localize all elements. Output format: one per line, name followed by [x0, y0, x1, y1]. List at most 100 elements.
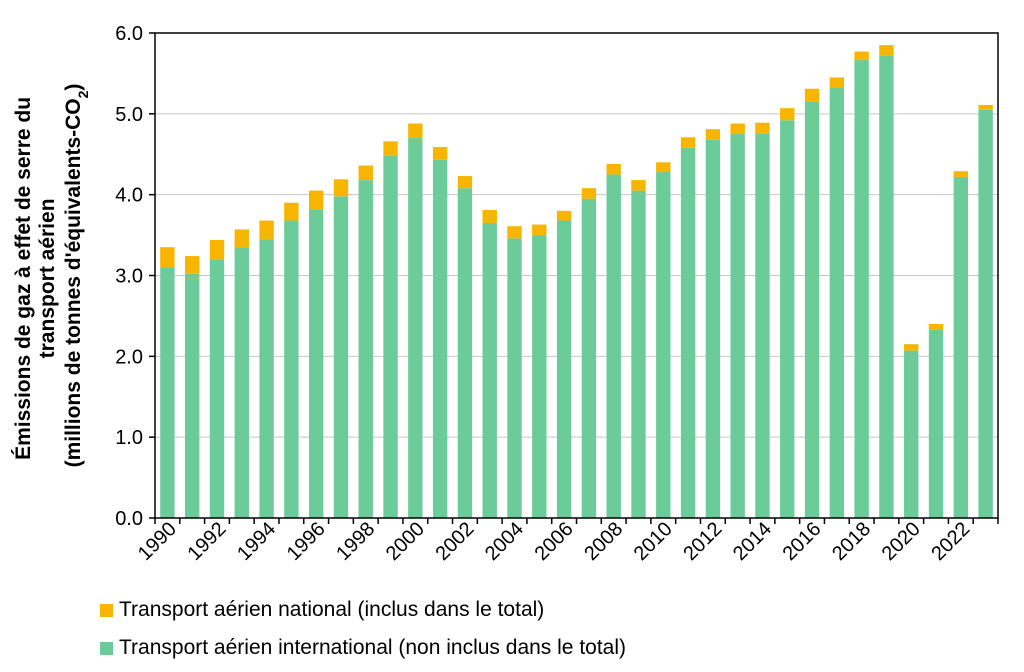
- bar-national-2016: [804, 88, 820, 102]
- x-tick-label-2006: 2006: [531, 518, 578, 565]
- bar-international-2012: [705, 139, 721, 518]
- bar-national-1992: [209, 239, 225, 260]
- bar-international-1990: [160, 267, 175, 518]
- x-tick-label-2016: 2016: [779, 518, 826, 565]
- x-tick-label-1994: 1994: [233, 518, 280, 565]
- bar-national-2013: [730, 123, 745, 135]
- gridlines: [155, 32, 998, 438]
- emissions-bar-chart: 0.0 1.0 2.0 3.0 4.0 5.0 6.0 1990 1992 1994 1996 19…: [12, 23, 999, 565]
- bar-international-2019: [879, 55, 894, 519]
- legend-swatch-national: [100, 603, 113, 617]
- bar-national-1990: [160, 247, 175, 268]
- bar-national-2007: [581, 188, 597, 199]
- bar-national-1993: [234, 229, 249, 248]
- bar-national-2014: [755, 122, 770, 134]
- x-tick-label-2012: 2012: [679, 518, 726, 565]
- y-tick-label-2: 2.0: [115, 346, 143, 368]
- bar-international-2015: [780, 120, 795, 519]
- bar-international-2003: [482, 222, 497, 519]
- bar-national-2023: [978, 104, 993, 110]
- x-tick-label-2004: 2004: [481, 518, 528, 565]
- bar-international-1995: [284, 220, 299, 519]
- bar-national-2017: [829, 77, 845, 88]
- legend-item-international: Transport aérien international (non incl…: [100, 636, 626, 660]
- bar-international-2022: [953, 176, 968, 518]
- bar-international-2011: [680, 147, 696, 519]
- bar-national-2022: [953, 171, 968, 177]
- y-tick-label-4: 4.0: [115, 185, 143, 207]
- bar-national-2018: [854, 51, 869, 60]
- bar-international-1999: [383, 155, 398, 518]
- y-axis-title-close: ): [62, 84, 85, 91]
- bar-international-2000: [408, 138, 423, 519]
- x-tick-label-2000: 2000: [382, 518, 429, 565]
- y-tick-label-5: 5.0: [115, 104, 143, 126]
- bar-national-2021: [928, 324, 944, 330]
- bar-national-1997: [333, 179, 349, 197]
- bar-national-1994: [259, 220, 274, 240]
- y-axis-title-subscript: 2: [75, 90, 91, 98]
- bar-international-2018: [854, 59, 869, 519]
- bar-international-1994: [259, 239, 274, 518]
- bar-national-1999: [383, 141, 398, 156]
- bar-national-2012: [705, 129, 721, 140]
- bar-international-2010: [656, 172, 671, 519]
- y-tick-label-1: 1.0: [115, 427, 143, 449]
- bar-national-2002: [457, 176, 473, 189]
- y-axis-title-line-1: Émissions de gaz à effet de serre du: [12, 97, 35, 460]
- bar-national-2001: [432, 146, 448, 160]
- bar-international-2017: [829, 87, 845, 518]
- bar-national-2006: [556, 210, 572, 221]
- y-tick-label-3: 3.0: [115, 266, 143, 288]
- x-tick-label-2008: 2008: [580, 518, 627, 565]
- bar-international-2006: [556, 220, 572, 519]
- legend-item-national: Transport aérien national (inclus dans l…: [100, 598, 544, 622]
- bar-international-2007: [581, 198, 597, 519]
- bar-national-2019: [879, 45, 894, 56]
- bar-international-2021: [928, 329, 944, 518]
- bar-national-2015: [780, 108, 795, 121]
- bar-international-1997: [333, 196, 349, 519]
- legend-label-international: Transport aérien international (non incl…: [119, 636, 627, 659]
- bar-national-2009: [631, 180, 646, 191]
- bar-national-2011: [680, 137, 696, 148]
- y-axis-title-line-2: transport aérien: [36, 198, 59, 358]
- bar-national-1996: [308, 190, 324, 210]
- x-tick-label-2022: 2022: [927, 518, 974, 565]
- bar-international-2001: [432, 159, 448, 519]
- x-tick-label-2020: 2020: [878, 518, 925, 565]
- bar-international-1993: [234, 247, 249, 519]
- bar-international-2005: [532, 235, 547, 519]
- bar-international-2009: [631, 190, 646, 518]
- bar-national-2000: [408, 123, 423, 139]
- bar-national-2020: [904, 344, 919, 351]
- bar-national-2008: [606, 163, 621, 175]
- bar-national-2010: [656, 162, 671, 173]
- x-tick-label-2010: 2010: [630, 518, 677, 565]
- bar-international-2023: [978, 109, 993, 519]
- bar-national-1995: [284, 202, 299, 221]
- x-tick-label-1992: 1992: [183, 518, 230, 565]
- y-axis-ticks: 0.0 1.0 2.0 3.0 4.0 5.0 6.0: [115, 23, 155, 530]
- bar-international-1996: [308, 209, 324, 518]
- bar-international-1991: [185, 273, 200, 518]
- y-axis-title: Émissions de gaz à effet de serre du tra…: [12, 84, 91, 468]
- bar-international-2013: [730, 134, 745, 518]
- x-tick-label-2018: 2018: [828, 518, 875, 565]
- bar-international-2004: [507, 238, 522, 519]
- bar-national-2004: [507, 226, 522, 239]
- x-tick-label-1998: 1998: [332, 518, 379, 565]
- x-tick-label-1996: 1996: [283, 518, 330, 565]
- bar-international-1992: [209, 259, 225, 518]
- bar-national-2005: [532, 224, 547, 236]
- bars: [160, 45, 993, 519]
- bar-international-2002: [457, 188, 473, 518]
- bar-international-2020: [904, 350, 919, 518]
- bar-international-1998: [358, 180, 373, 518]
- bar-international-2008: [606, 174, 621, 519]
- bar-national-1991: [185, 256, 200, 274]
- y-tick-label-0: 0.0: [115, 508, 143, 530]
- bar-international-2014: [755, 133, 770, 518]
- y-axis-title-line-3-text: (millions de tonnes d'équivalents-CO: [62, 98, 85, 467]
- y-axis-title-line-3: (millions de tonnes d'équivalents-CO2): [62, 84, 91, 468]
